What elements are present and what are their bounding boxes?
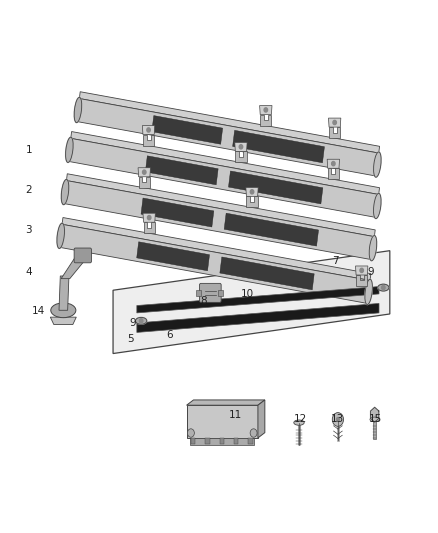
- Bar: [190, 438, 254, 445]
- Polygon shape: [356, 275, 367, 286]
- Circle shape: [332, 413, 343, 426]
- Polygon shape: [139, 177, 150, 188]
- Text: 3: 3: [25, 224, 32, 235]
- Bar: [196, 290, 201, 296]
- Bar: [218, 290, 223, 296]
- Circle shape: [250, 429, 257, 437]
- Polygon shape: [142, 126, 155, 134]
- Polygon shape: [247, 197, 258, 207]
- Circle shape: [147, 128, 150, 132]
- Text: 5: 5: [127, 334, 134, 344]
- Bar: [234, 439, 238, 444]
- Polygon shape: [145, 156, 218, 185]
- Polygon shape: [141, 198, 214, 227]
- Polygon shape: [68, 139, 379, 217]
- Circle shape: [332, 161, 335, 166]
- Polygon shape: [59, 276, 69, 310]
- Text: 2: 2: [25, 185, 32, 195]
- Ellipse shape: [374, 152, 381, 177]
- Ellipse shape: [374, 193, 381, 219]
- Polygon shape: [144, 222, 155, 233]
- Polygon shape: [138, 168, 150, 177]
- Bar: [187, 405, 258, 438]
- Ellipse shape: [365, 279, 372, 304]
- Ellipse shape: [135, 317, 147, 324]
- Polygon shape: [137, 242, 209, 271]
- Polygon shape: [356, 266, 368, 275]
- Polygon shape: [187, 400, 265, 405]
- Polygon shape: [77, 99, 379, 176]
- FancyBboxPatch shape: [74, 248, 92, 263]
- Text: 8: 8: [201, 296, 207, 306]
- Ellipse shape: [74, 98, 82, 123]
- Polygon shape: [143, 134, 154, 146]
- Polygon shape: [143, 213, 155, 222]
- Bar: [373, 421, 376, 439]
- Circle shape: [142, 170, 146, 174]
- Polygon shape: [235, 142, 247, 151]
- Text: 7: 7: [332, 256, 339, 266]
- Polygon shape: [152, 116, 223, 144]
- Circle shape: [139, 319, 143, 323]
- Polygon shape: [64, 181, 374, 260]
- Text: 11: 11: [229, 410, 242, 420]
- Ellipse shape: [66, 137, 73, 163]
- Text: 9: 9: [129, 318, 136, 328]
- Text: 14: 14: [32, 306, 45, 316]
- Polygon shape: [235, 151, 247, 163]
- Polygon shape: [113, 251, 390, 353]
- Polygon shape: [79, 92, 380, 153]
- Polygon shape: [67, 174, 375, 237]
- Text: 1: 1: [25, 146, 32, 156]
- Bar: [219, 439, 224, 444]
- Text: 4: 4: [25, 267, 32, 277]
- Polygon shape: [233, 131, 325, 163]
- Polygon shape: [224, 213, 318, 246]
- Polygon shape: [59, 224, 370, 303]
- Polygon shape: [328, 118, 341, 127]
- Polygon shape: [62, 217, 371, 280]
- Polygon shape: [50, 317, 76, 325]
- Text: 12: 12: [293, 415, 307, 424]
- Circle shape: [250, 190, 254, 194]
- Circle shape: [239, 144, 243, 149]
- Polygon shape: [258, 400, 265, 438]
- Circle shape: [360, 268, 364, 272]
- Polygon shape: [220, 257, 314, 290]
- Circle shape: [148, 215, 151, 220]
- Polygon shape: [137, 287, 379, 313]
- Polygon shape: [71, 132, 380, 195]
- Text: 10: 10: [240, 289, 254, 300]
- Polygon shape: [327, 159, 339, 168]
- Bar: [191, 439, 195, 444]
- Ellipse shape: [294, 420, 304, 425]
- Ellipse shape: [370, 417, 379, 422]
- Polygon shape: [371, 407, 379, 422]
- Bar: [248, 439, 253, 444]
- Text: 15: 15: [369, 415, 382, 424]
- Circle shape: [336, 417, 340, 422]
- Ellipse shape: [369, 236, 377, 261]
- Bar: [205, 439, 210, 444]
- Polygon shape: [229, 171, 323, 204]
- Polygon shape: [61, 252, 87, 279]
- Polygon shape: [246, 188, 258, 197]
- Polygon shape: [329, 127, 340, 138]
- Polygon shape: [260, 115, 272, 126]
- Text: 13: 13: [331, 415, 345, 424]
- Polygon shape: [260, 106, 272, 115]
- FancyBboxPatch shape: [200, 284, 221, 302]
- Ellipse shape: [378, 284, 389, 291]
- Circle shape: [333, 120, 336, 125]
- Polygon shape: [137, 303, 379, 333]
- Circle shape: [187, 429, 194, 437]
- Text: 6: 6: [166, 330, 173, 340]
- Ellipse shape: [57, 223, 64, 248]
- Circle shape: [381, 286, 385, 290]
- Ellipse shape: [51, 303, 76, 318]
- Ellipse shape: [61, 180, 69, 205]
- Text: 9: 9: [367, 267, 374, 277]
- Polygon shape: [328, 168, 339, 179]
- Circle shape: [264, 108, 268, 112]
